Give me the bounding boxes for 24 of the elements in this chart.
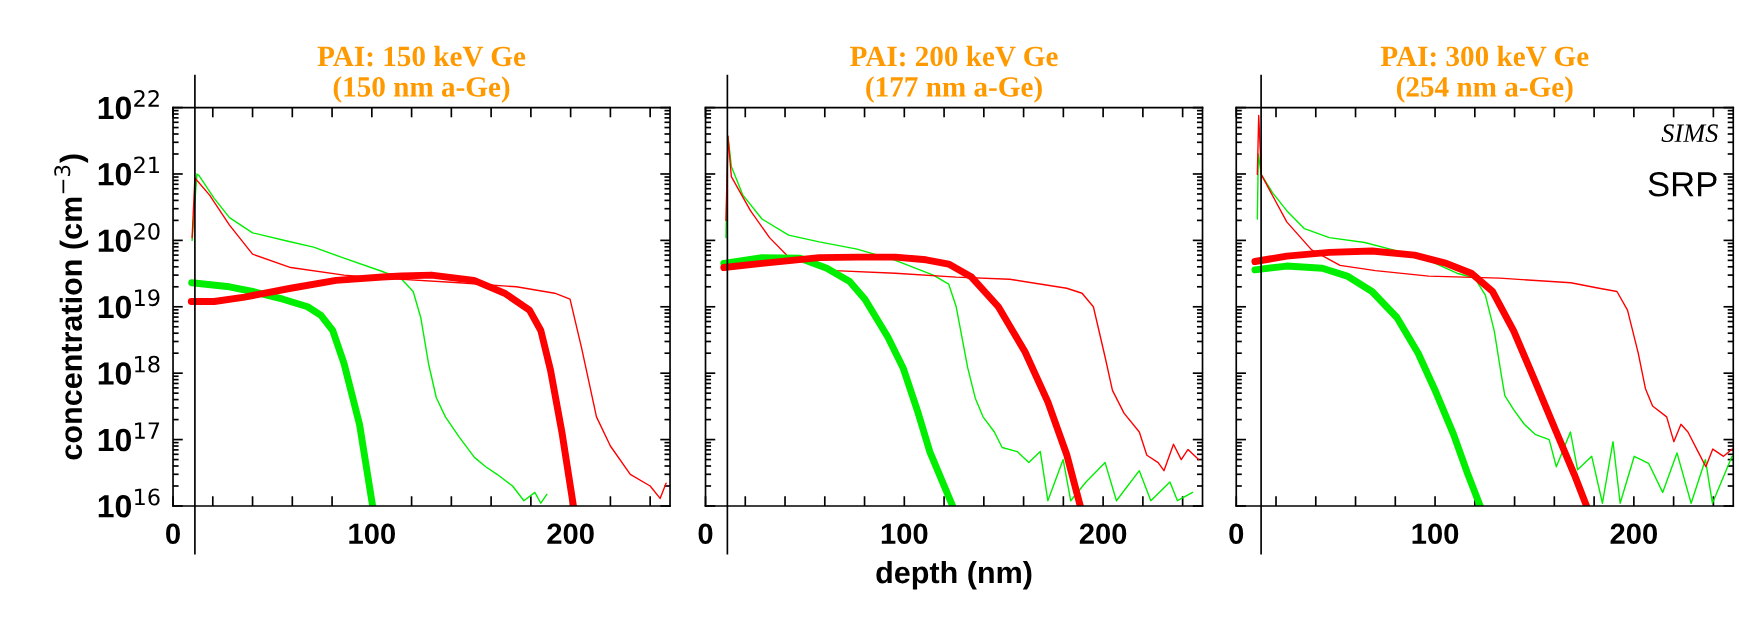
chart-title: PAI: 300 keV Ge (254 nm a-Ge) (1380, 45, 1589, 103)
x-tick-label: 200 (1079, 523, 1127, 545)
x-tick-label: 0 (166, 523, 180, 545)
chart-title: PAI: 150 keV Ge (150 nm a-Ge) (317, 45, 526, 103)
x-tick-label: 100 (881, 523, 928, 545)
line-series (191, 173, 548, 504)
y-tick-label: 10$^{17}$ (98, 422, 160, 452)
y-axis-title: concentration (cm$^{−3}$) (54, 154, 89, 460)
x-tick-label: 200 (1610, 523, 1657, 545)
x-tick-label: 0 (698, 523, 713, 545)
annotation: SIMS (1661, 124, 1718, 143)
x-tick-label: 200 (547, 523, 594, 545)
x-tick-label: 0 (1229, 523, 1244, 545)
y-tick-label: 10$^{18}$ (98, 355, 160, 385)
annotation: SRP (1648, 171, 1717, 197)
y-tick-label: 10$^{19}$ (98, 289, 160, 319)
y-tick-label: 10$^{16}$ (98, 488, 160, 518)
y-tick-label: 10$^{20}$ (98, 222, 160, 253)
y-tick-label: 10$^{21}$ (98, 156, 159, 186)
x-tick-label: 100 (1412, 523, 1459, 545)
x-axis-title: depth (nm) (876, 560, 1032, 590)
y-tick-label: 10$^{22}$ (98, 90, 159, 120)
chart-title: PAI: 200 keV Ge (177 nm a-Ge) (850, 45, 1058, 103)
x-tick-label: 100 (349, 523, 395, 545)
